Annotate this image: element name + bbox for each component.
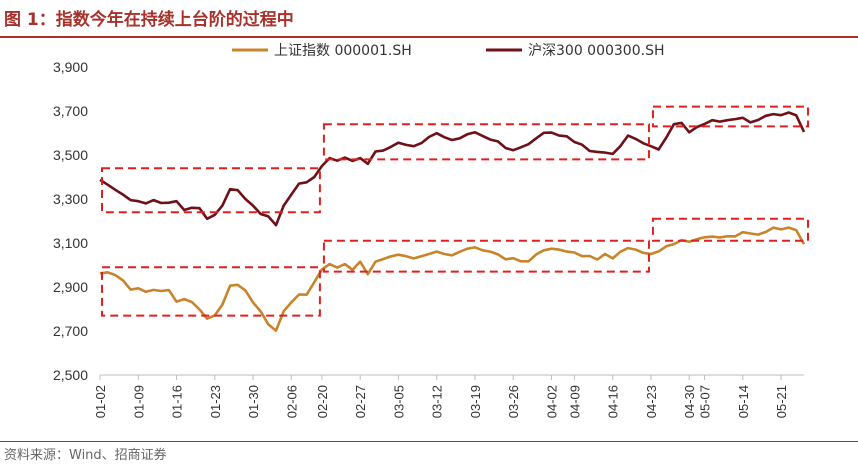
x-tick-label: 03-05 (391, 385, 406, 418)
annotation-boxes (101, 105, 810, 317)
x-tick-label: 01-16 (170, 385, 185, 418)
annotation-box (322, 123, 650, 161)
legend: 上证指数 000001.SH 沪深300 000300.SH (232, 43, 664, 59)
y-tick-label: 3,700 (53, 103, 88, 119)
x-tick-label: 05-21 (774, 385, 789, 418)
x-tick-label: 04-02 (544, 385, 559, 418)
annotation-box (101, 266, 321, 317)
annotation-box (322, 239, 650, 273)
line-chart: 上证指数 000001.SH 沪深300 000300.SH 2,500 2,700… (53, 43, 810, 418)
x-tick-label: 03-26 (506, 385, 521, 418)
y-tick-label: 3,900 (53, 59, 88, 75)
x-tick-label: 02-20 (315, 385, 330, 418)
x-tick-label: 01-23 (208, 385, 223, 418)
source-note: 资料来源：Wind、招商证券 (4, 448, 167, 463)
x-tick-label: 02-27 (353, 385, 368, 418)
series-line-shanghai-composite (99, 226, 806, 332)
y-tick-label: 2,700 (53, 323, 88, 339)
figure-title: 图 1：指数今年在持续上台阶的过程中 (4, 10, 294, 30)
x-tick-label: 02-06 (284, 385, 299, 418)
series-line-csi300 (99, 111, 806, 227)
x-axis: 01-02 01-09 01-16 01-23 01-30 02-06 02-20 02-27… (93, 374, 804, 418)
x-tick-label: 04-23 (644, 385, 659, 418)
x-tick-label: 05-07 (698, 385, 713, 418)
y-tick-label: 2,500 (53, 367, 88, 383)
annotation-box (101, 167, 321, 214)
y-tick-label: 3,500 (53, 147, 88, 163)
series-layer (99, 111, 806, 332)
x-tick-label: 01-30 (246, 385, 261, 418)
x-tick-label: 01-09 (131, 385, 146, 418)
y-tick-label: 3,100 (53, 235, 88, 251)
x-tick-label: 04-09 (567, 385, 582, 418)
annotation-box (651, 217, 810, 242)
x-tick-label: 04-30 (682, 385, 697, 418)
legend-label: 上证指数 000001.SH (274, 43, 412, 59)
x-tick-label: 05-14 (736, 385, 751, 418)
x-tick-label: 04-16 (606, 385, 621, 418)
footer-divider (0, 441, 858, 442)
x-tick-label: 03-19 (468, 385, 483, 418)
annotation-box (651, 105, 810, 128)
x-tick-label: 03-12 (430, 385, 445, 418)
y-axis: 2,500 2,700 2,900 3,100 3,300 3,500 3,700 3,900 (53, 59, 88, 383)
title-divider (0, 36, 858, 38)
y-tick-label: 2,900 (53, 279, 88, 295)
legend-label: 沪深300 000300.SH (528, 43, 664, 59)
y-tick-label: 3,300 (53, 191, 88, 207)
x-tick-label: 01-02 (93, 385, 108, 418)
